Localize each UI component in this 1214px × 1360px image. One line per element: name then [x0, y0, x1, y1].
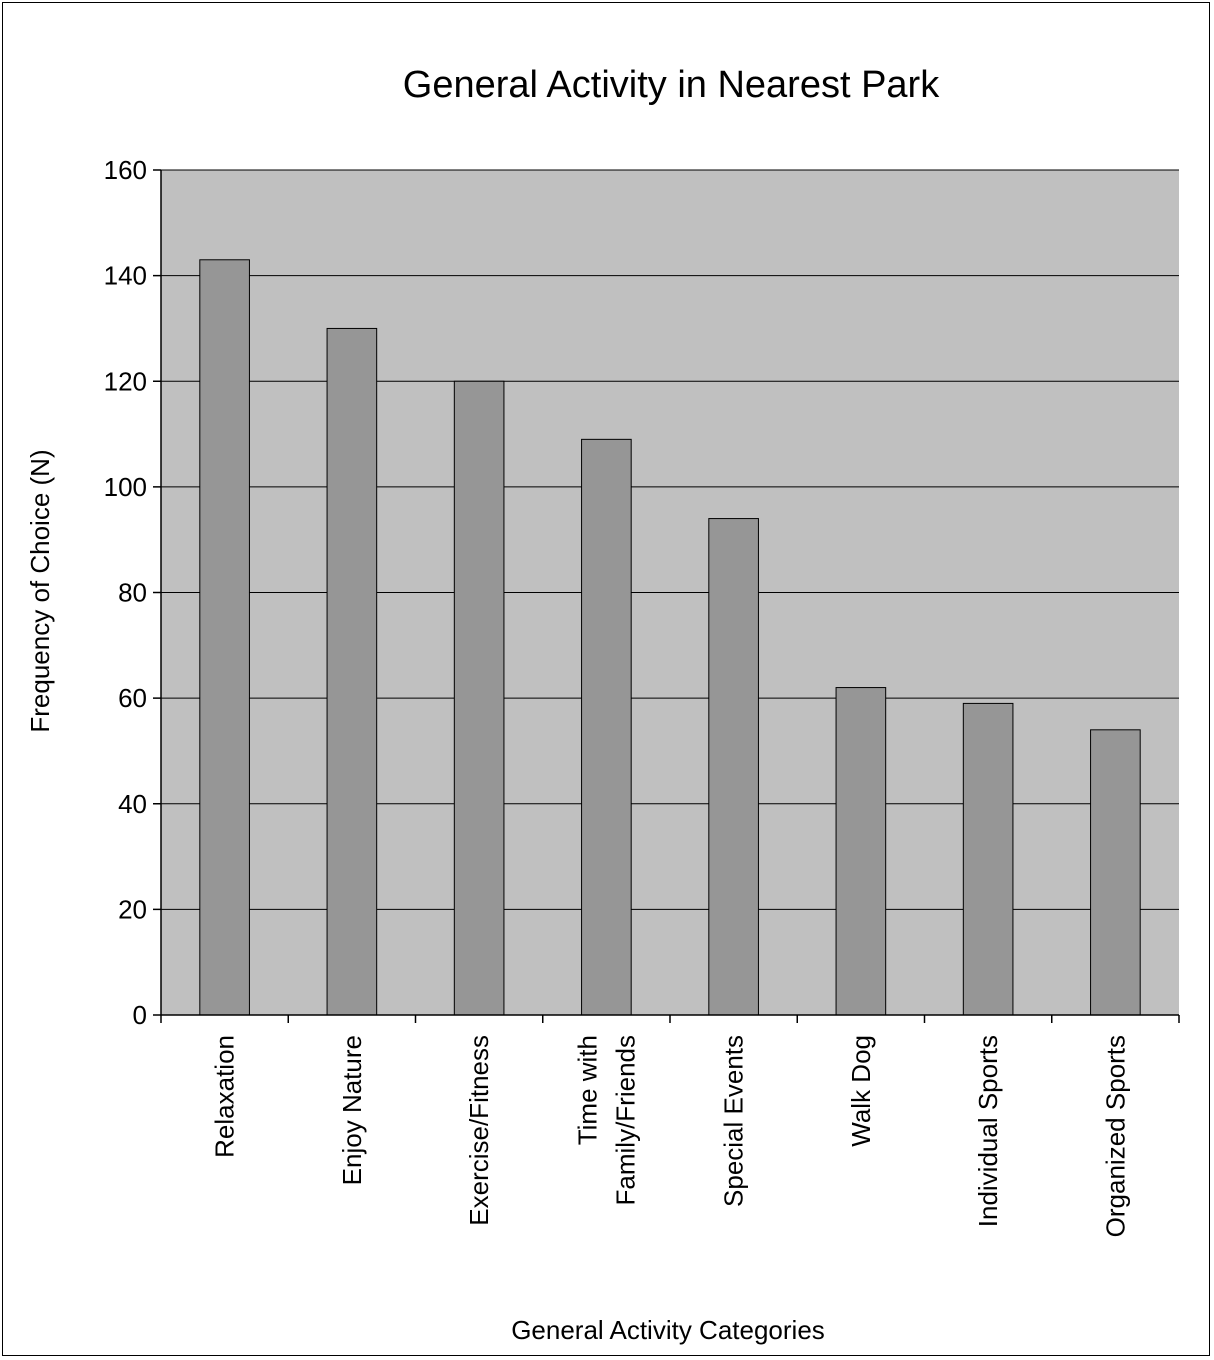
- bar: [326, 327, 378, 1016]
- x-category-label: Individual Sports: [973, 1035, 1003, 1227]
- bar: [835, 687, 887, 1016]
- x-category-label: Enjoy Nature: [337, 1035, 367, 1185]
- x-category-label: Family/Friends: [610, 1035, 640, 1205]
- y-tick-label: 40: [118, 789, 147, 819]
- y-tick-label: 100: [104, 472, 147, 502]
- bar: [962, 702, 1014, 1016]
- x-category-label: Relaxation: [210, 1035, 240, 1158]
- bar-chart: General Activity in Nearest Park 0 20 40 60…: [25, 64, 1180, 1345]
- x-category-label: Walk Dog: [846, 1035, 876, 1147]
- y-tick-label: 120: [104, 366, 147, 396]
- y-tick-label: 60: [118, 683, 147, 713]
- x-category-label: Special Events: [719, 1035, 749, 1207]
- x-category-label: Time with: [572, 1035, 602, 1145]
- y-tick-label: 20: [118, 894, 147, 924]
- bar: [581, 438, 632, 1016]
- x-category-labels: Relaxation Enjoy Nature Exercise/Fitness Ti…: [210, 1035, 1131, 1237]
- bar: [199, 259, 250, 1016]
- y-tick-label: 0: [133, 1000, 147, 1030]
- axes: [153, 169, 1180, 1023]
- y-tick-label: 140: [104, 261, 147, 291]
- y-axis-label: Frequency of Choice (N): [25, 449, 55, 732]
- x-category-label: Organized Sports: [1100, 1035, 1130, 1237]
- y-tick-label: 160: [104, 155, 147, 185]
- bars: [199, 259, 1141, 1016]
- x-category-label: Exercise/Fitness: [464, 1035, 494, 1226]
- x-axis-label: General Activity Categories: [511, 1315, 825, 1345]
- bar: [708, 518, 759, 1016]
- chart-title: General Activity in Nearest Park: [403, 64, 940, 106]
- bar: [1090, 729, 1141, 1016]
- y-tick-labels: 0 20 40 60 80 100 120 140 160: [104, 155, 147, 1030]
- bar: [453, 380, 505, 1016]
- y-tick-label: 80: [118, 578, 147, 608]
